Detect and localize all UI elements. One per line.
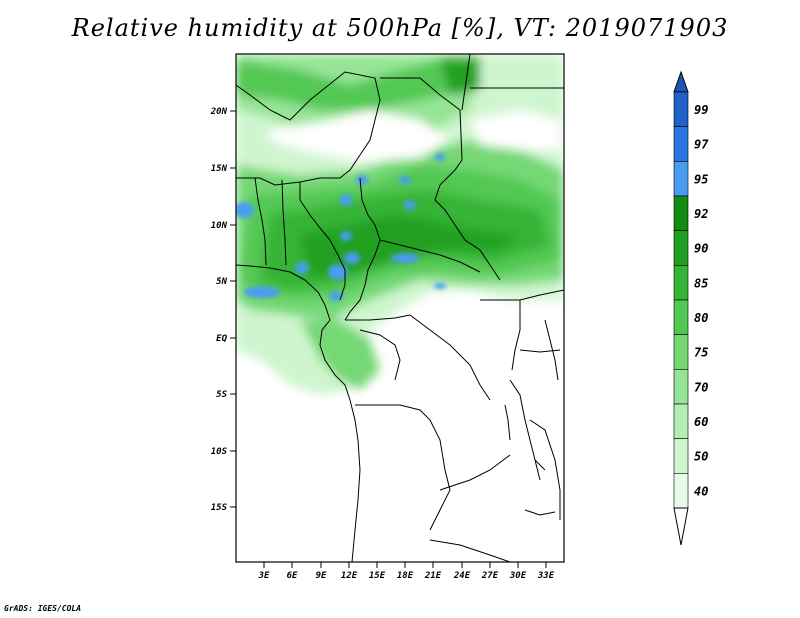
credit-text: GrADS: IGES/COLA xyxy=(4,604,82,613)
map-panel xyxy=(235,53,565,563)
colorbar-label: 90 xyxy=(694,242,708,256)
colorbar-label: 40 xyxy=(694,484,708,498)
colorbar-boxes xyxy=(673,91,689,509)
lat-label-15s: 15S xyxy=(211,503,228,513)
lon-label-21e: 21E xyxy=(424,571,442,581)
colorbar-box xyxy=(673,195,689,231)
lon-label-27e: 27E xyxy=(481,571,499,581)
colorbar-label: 75 xyxy=(694,346,708,360)
lat-axis: 20N 15N 10N 5N EQ 5S 10S 15S xyxy=(210,107,236,513)
colorbar-label: 70 xyxy=(694,380,708,394)
colorbar-label: 97 xyxy=(694,138,709,152)
colorbar-box xyxy=(673,126,689,162)
colorbar-box xyxy=(673,369,689,405)
colorbar-label: 50 xyxy=(694,450,708,464)
lon-label-18e: 18E xyxy=(397,571,414,581)
colorbar-box xyxy=(673,334,689,370)
colorbar-label: 60 xyxy=(694,415,708,429)
lat-label-10n: 10N xyxy=(211,221,228,231)
lat-label-eq: EQ xyxy=(216,334,227,344)
colorbar-label: 85 xyxy=(694,276,708,290)
lon-label-9e: 9E xyxy=(316,571,327,581)
colorbar-box xyxy=(673,161,689,197)
lon-axis: 3E 6E 9E 12E 15E 18E 21E 24E 27E 30E 33E xyxy=(258,562,555,581)
coastline-borders xyxy=(236,54,564,562)
colorbar-label: 92 xyxy=(694,207,708,221)
colorbar-box xyxy=(673,299,689,335)
lon-label-33e: 33E xyxy=(537,571,555,581)
humidity-field xyxy=(236,54,564,562)
map-frame xyxy=(235,53,565,563)
lat-label-15n: 15N xyxy=(211,164,228,174)
colorbar-box xyxy=(673,91,689,127)
colorbar-label: 95 xyxy=(694,172,708,186)
colorbar: 99 97 95 92 90 85 80 75 70 60 50 40 xyxy=(673,70,709,546)
colorbar-box xyxy=(673,473,689,509)
colorbar-top-arrow xyxy=(673,70,689,93)
colorbar-label: 99 xyxy=(694,103,708,117)
saturated-patches xyxy=(236,153,446,301)
lon-label-24e: 24E xyxy=(453,571,471,581)
lon-label-6e: 6E xyxy=(287,571,298,581)
colorbar-box xyxy=(673,438,689,474)
humidity-shading xyxy=(236,54,564,395)
lon-label-12e: 12E xyxy=(341,571,358,581)
lat-label-20n: 20N xyxy=(210,107,228,117)
colorbar-labels: 99 97 95 92 90 85 80 75 70 60 50 40 xyxy=(694,103,709,498)
colorbar-label: 80 xyxy=(694,311,708,325)
lon-label-15e: 15E xyxy=(369,571,386,581)
colorbar-bottom-arrow xyxy=(673,507,689,546)
lon-label-30e: 30E xyxy=(509,571,527,581)
colorbar-box xyxy=(673,403,689,439)
lat-label-5n: 5N xyxy=(216,277,227,287)
lon-label-3e: 3E xyxy=(258,571,270,581)
colorbar-box xyxy=(673,265,689,301)
map-title: Relative humidity at 500hPa [%], VT: 201… xyxy=(71,14,729,42)
colorbar-box xyxy=(673,230,689,266)
lat-label-5s: 5S xyxy=(216,390,227,400)
lat-label-10s: 10S xyxy=(211,447,228,457)
